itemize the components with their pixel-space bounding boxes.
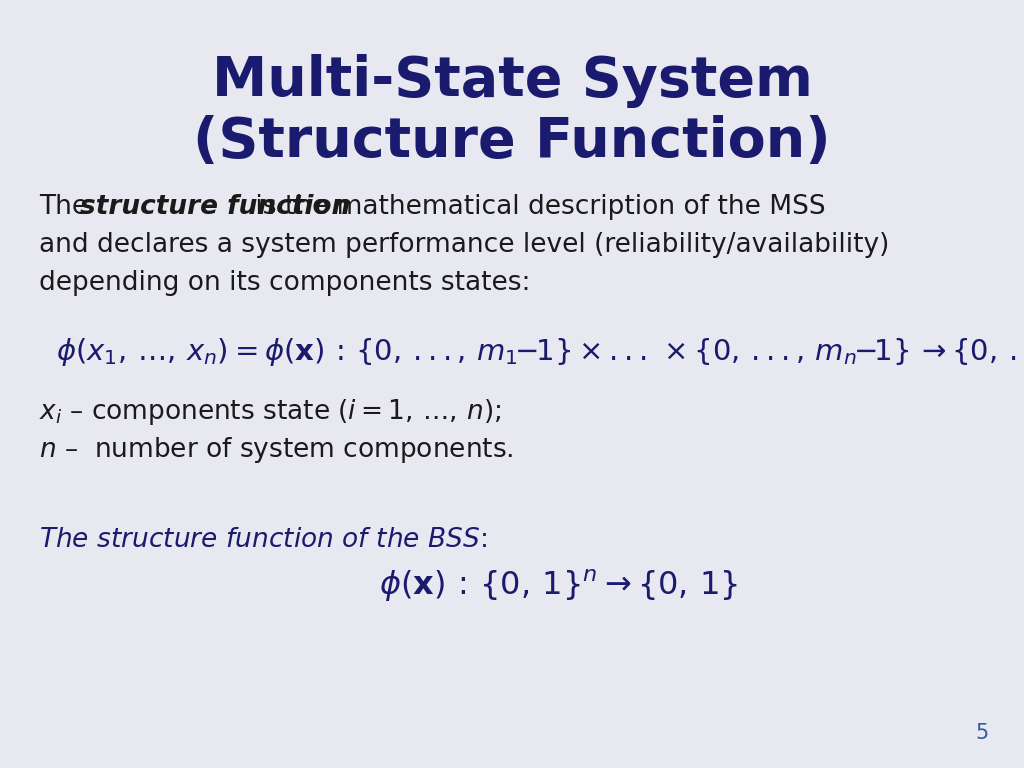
Text: structure function: structure function — [80, 194, 350, 220]
Text: $\phi(\mathbf{x})\,{:}\, \{0,\,1\}^n \rightarrow \{0,\,1\}$: $\phi(\mathbf{x})\,{:}\, \{0,\,1\}^n \ri… — [379, 568, 738, 604]
Text: (Structure Function): (Structure Function) — [194, 115, 830, 169]
Text: $\mathit{The\ structure\ function\ of\ the\ BSS}$:: $\mathit{The\ structure\ function\ of\ t… — [39, 527, 487, 553]
Text: The: The — [39, 194, 96, 220]
Text: $\phi(x_1,\, \ldots,\, x_n) = \phi(\mathbf{x})$$\,{:}\, \{0,\,...,\, m_1\!\!-\!\: $\phi(x_1,\, \ldots,\, x_n) = \phi(\math… — [56, 336, 1024, 368]
Text: depending on its components states:: depending on its components states: — [39, 270, 530, 296]
Text: $x_i$ – components state ($i = 1,\, \ldots,\, n$);: $x_i$ – components state ($i = 1,\, \ldo… — [39, 396, 501, 426]
Text: 5: 5 — [975, 723, 988, 743]
Text: and declares a system performance level (reliability/availability): and declares a system performance level … — [39, 232, 889, 258]
Text: $n$ –  number of system components.: $n$ – number of system components. — [39, 435, 513, 465]
Text: is the mathematical description of the MSS: is the mathematical description of the M… — [247, 194, 825, 220]
Text: Multi-State System: Multi-State System — [212, 54, 812, 108]
